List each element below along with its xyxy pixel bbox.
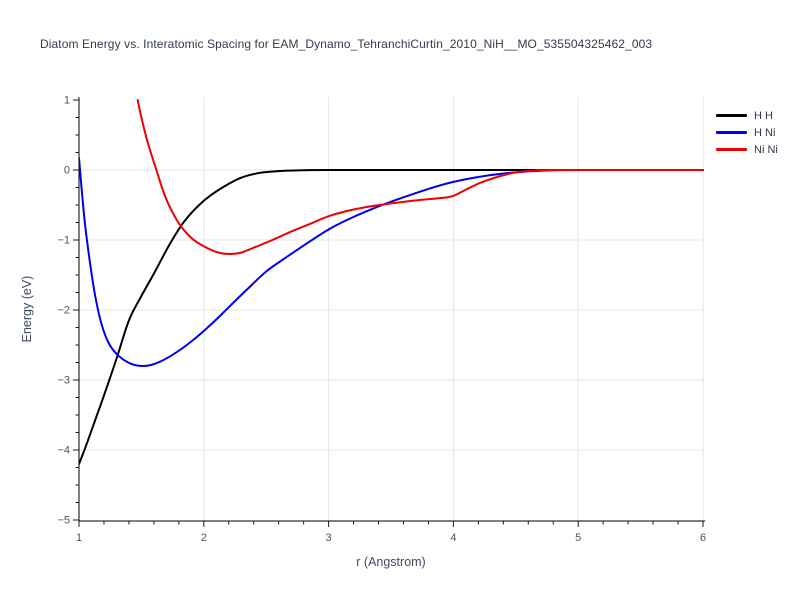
x-axis-label: r (Angstrom) — [356, 555, 426, 569]
y-tick-label: 1 — [64, 95, 70, 107]
tick-labels: 1 2 3 4 5 6 1 0 −1 −2 −3 −4 −5 — [57, 95, 706, 545]
legend-label: Ni Ni — [754, 143, 778, 156]
legend-item: H Ni — [716, 124, 778, 141]
series-line-h-h — [79, 168, 704, 465]
y-tick-label: −5 — [57, 515, 70, 527]
y-tick-label: 0 — [64, 165, 70, 177]
data-series — [79, 99, 704, 465]
y-tick-label: −2 — [57, 305, 70, 317]
legend-label: H Ni — [754, 126, 776, 139]
y-axis-label: Energy (eV) — [20, 275, 34, 343]
axes — [78, 97, 705, 522]
series-line-ni-ni — [136, 99, 704, 256]
legend: H H H Ni Ni Ni — [716, 107, 778, 158]
y-tick-label: −3 — [57, 375, 70, 387]
legend-line-swatch — [716, 131, 747, 134]
series-line-h-ni — [79, 157, 704, 368]
x-tick-label: 6 — [700, 532, 706, 544]
x-tick-label: 3 — [326, 532, 332, 544]
legend-label: H H — [754, 109, 773, 122]
chart-title: Diatom Energy vs. Interatomic Spacing fo… — [40, 37, 653, 51]
y-tick-label: −4 — [57, 445, 70, 457]
x-tick-label: 4 — [450, 532, 456, 544]
x-tick-label: 1 — [76, 532, 82, 544]
tick-marks — [73, 99, 704, 527]
legend-line-swatch — [716, 148, 747, 151]
y-tick-label: −1 — [57, 235, 70, 247]
x-tick-label: 5 — [575, 532, 581, 544]
legend-item: Ni Ni — [716, 141, 778, 158]
legend-item: H H — [716, 107, 778, 124]
x-tick-label: 2 — [201, 532, 207, 544]
grid-lines — [79, 97, 705, 521]
legend-line-swatch — [716, 114, 747, 117]
